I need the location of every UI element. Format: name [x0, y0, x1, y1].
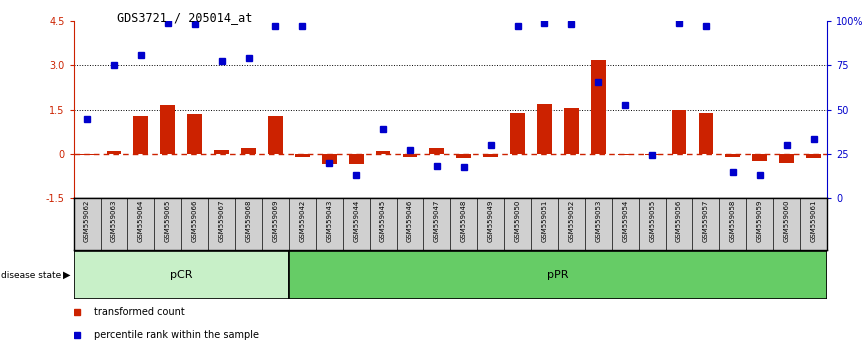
- Bar: [483, 154, 498, 157]
- Bar: [591, 59, 605, 154]
- Bar: [349, 154, 364, 164]
- Bar: [726, 154, 740, 157]
- Text: GSM559066: GSM559066: [191, 200, 197, 242]
- Text: GSM559059: GSM559059: [757, 200, 763, 242]
- Text: percentile rank within the sample: percentile rank within the sample: [94, 330, 259, 341]
- Bar: [537, 104, 552, 154]
- Bar: [699, 113, 714, 154]
- Bar: [289, 251, 827, 299]
- Text: GSM559050: GSM559050: [514, 200, 520, 242]
- Text: GSM559063: GSM559063: [111, 200, 117, 242]
- Bar: [430, 148, 444, 154]
- Bar: [268, 116, 283, 154]
- Bar: [403, 154, 417, 157]
- Text: GSM559055: GSM559055: [650, 200, 655, 242]
- Text: GSM559058: GSM559058: [730, 200, 736, 242]
- Bar: [295, 154, 310, 157]
- Text: GSM559047: GSM559047: [434, 200, 440, 242]
- Text: transformed count: transformed count: [94, 307, 185, 318]
- Text: pCR: pCR: [170, 270, 192, 280]
- Bar: [779, 154, 794, 163]
- Text: GSM559048: GSM559048: [461, 200, 467, 242]
- Text: GSM559065: GSM559065: [165, 200, 171, 242]
- Bar: [107, 151, 121, 154]
- Bar: [376, 151, 391, 154]
- Text: ▶: ▶: [63, 270, 71, 280]
- Text: GSM559060: GSM559060: [784, 200, 790, 242]
- Bar: [187, 114, 202, 154]
- Text: GSM559046: GSM559046: [407, 200, 413, 242]
- Bar: [80, 154, 94, 155]
- Bar: [753, 154, 767, 161]
- Bar: [74, 251, 289, 299]
- Text: disease state: disease state: [1, 271, 61, 280]
- Bar: [160, 105, 175, 154]
- Text: GSM559067: GSM559067: [218, 200, 224, 242]
- Text: GDS3721 / 205014_at: GDS3721 / 205014_at: [117, 11, 252, 24]
- Text: GSM559049: GSM559049: [488, 200, 494, 242]
- Text: GSM559069: GSM559069: [273, 200, 278, 242]
- Bar: [241, 148, 256, 154]
- Bar: [322, 154, 337, 164]
- Text: pPR: pPR: [547, 270, 569, 280]
- Text: GSM559042: GSM559042: [300, 200, 306, 242]
- Bar: [510, 113, 525, 154]
- Bar: [806, 154, 821, 159]
- Text: GSM559061: GSM559061: [811, 200, 817, 242]
- Text: GSM559053: GSM559053: [595, 200, 601, 242]
- Bar: [214, 149, 229, 154]
- Text: GSM559051: GSM559051: [541, 200, 547, 242]
- Text: GSM559045: GSM559045: [380, 200, 386, 242]
- Bar: [617, 154, 633, 155]
- Text: GSM559068: GSM559068: [246, 200, 251, 242]
- Text: GSM559056: GSM559056: [676, 200, 682, 242]
- Text: GSM559054: GSM559054: [623, 200, 628, 242]
- Text: GSM559052: GSM559052: [568, 200, 574, 242]
- Text: GSM559043: GSM559043: [326, 200, 333, 242]
- Text: GSM559044: GSM559044: [353, 200, 359, 242]
- Text: GSM559064: GSM559064: [138, 200, 144, 242]
- Text: GSM559057: GSM559057: [703, 200, 709, 242]
- Bar: [456, 154, 471, 159]
- Text: GSM559062: GSM559062: [84, 200, 90, 242]
- Bar: [672, 110, 687, 154]
- Bar: [564, 108, 578, 154]
- Bar: [133, 116, 148, 154]
- Bar: [644, 154, 660, 155]
